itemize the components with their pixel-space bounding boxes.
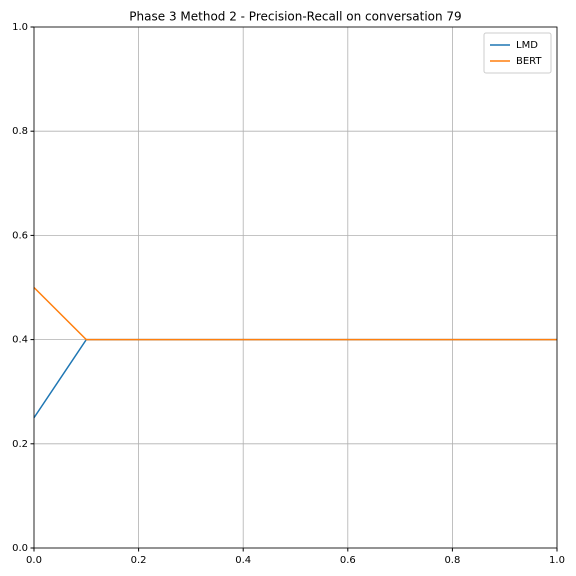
- x-tick-label: 0.4: [235, 555, 251, 566]
- plot-frame: [33, 26, 558, 549]
- y-tick-label: 1.0: [12, 22, 28, 33]
- legend-box: [483, 32, 552, 74]
- y-tick-label: 0.4: [12, 335, 28, 346]
- y-tick-label: 0.2: [12, 439, 28, 450]
- legend-label: LMD: [516, 40, 538, 51]
- x-tick-label: 1.0: [549, 555, 565, 566]
- x-tick-label: 0.8: [444, 555, 460, 566]
- x-tick-label: 0.0: [26, 555, 42, 566]
- y-tick-label: 0.0: [12, 543, 28, 554]
- x-tick-label: 0.2: [131, 555, 147, 566]
- x-tick-label: 0.6: [340, 555, 356, 566]
- line-series: [33, 286, 557, 341]
- y-tick-label: 0.6: [12, 230, 28, 241]
- y-tick-label: 0.8: [12, 126, 28, 137]
- legend: LMD BERT: [483, 32, 552, 74]
- legend-label: BERT: [516, 56, 542, 67]
- chart-title: Phase 3 Method 2 - Precision-Recall on c…: [129, 10, 461, 24]
